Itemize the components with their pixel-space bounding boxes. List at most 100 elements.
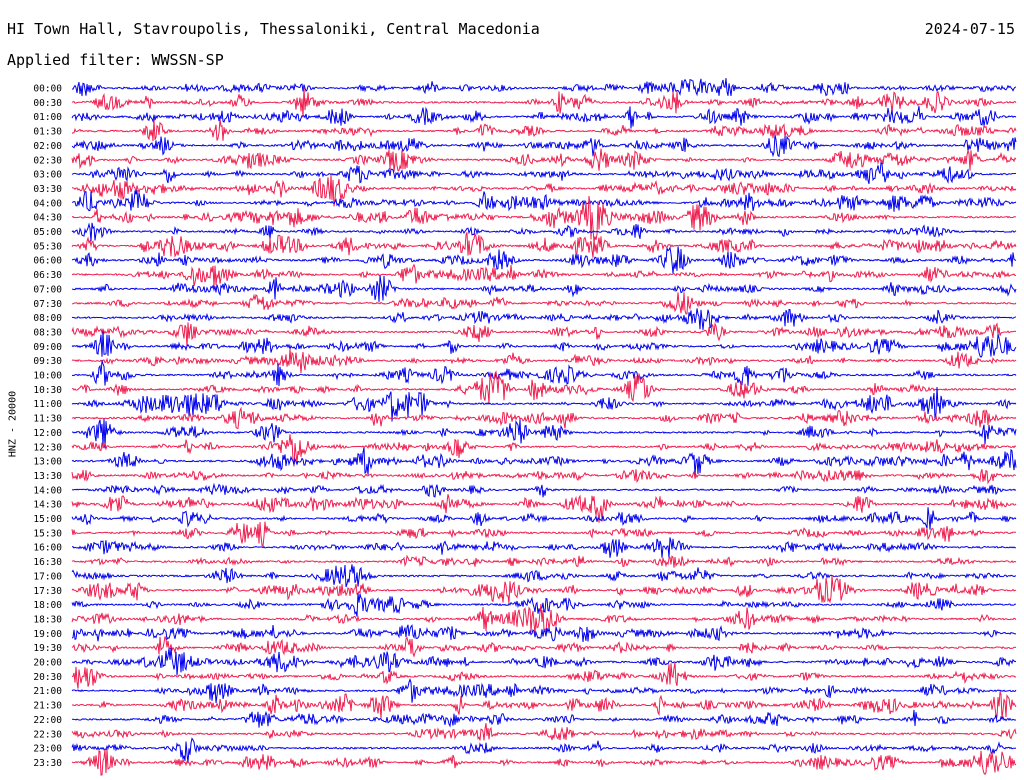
- time-label: 06:00: [33, 256, 62, 267]
- time-label: 09:30: [33, 356, 62, 367]
- time-label: 10:00: [33, 371, 62, 382]
- trace-line: [71, 308, 1017, 330]
- time-label: 13:00: [33, 457, 62, 468]
- trace-line: [71, 190, 1017, 212]
- time-label: 19:00: [33, 629, 62, 640]
- trace-line: [71, 418, 1017, 449]
- filter-label: Applied filter: WWSSN-SP: [7, 51, 224, 69]
- time-label: 04:00: [33, 198, 62, 209]
- time-label: 06:30: [33, 270, 62, 281]
- trace-line: [71, 406, 1017, 430]
- time-label: 13:30: [33, 471, 62, 482]
- time-label: 20:00: [33, 658, 62, 669]
- trace-line: [71, 469, 1017, 485]
- time-label: 22:30: [33, 729, 62, 740]
- trace-line: [71, 564, 1017, 588]
- time-label: 01:30: [33, 127, 62, 138]
- trace-line: [71, 148, 1017, 172]
- trace-line: [71, 222, 1017, 242]
- trace-line: [71, 575, 1017, 604]
- time-label: 16:00: [33, 543, 62, 554]
- trace-line: [71, 348, 1017, 374]
- trace-line: [71, 592, 1017, 617]
- time-label: 05:00: [33, 227, 62, 238]
- time-label: 21:00: [33, 686, 62, 697]
- time-label: 17:00: [33, 571, 62, 582]
- time-label: 21:30: [33, 701, 62, 712]
- trace-line: [71, 134, 1017, 158]
- trace-line: [71, 521, 1017, 548]
- trace-line: [71, 322, 1017, 348]
- trace-line: [71, 174, 1017, 207]
- station-title: HI Town Hall, Stavroupolis, Thessaloniki…: [7, 20, 540, 38]
- time-label: 18:00: [33, 600, 62, 611]
- time-label: 03:00: [33, 170, 62, 181]
- trace-line: [71, 360, 1017, 387]
- time-label: 23:00: [33, 744, 62, 755]
- trace-line: [71, 507, 1017, 530]
- trace-line: [71, 723, 1017, 741]
- time-label: 19:30: [33, 643, 62, 654]
- trace-line: [71, 195, 1017, 242]
- trace-line: [71, 709, 1017, 728]
- time-label: 10:30: [33, 385, 62, 396]
- time-label: 12:00: [33, 428, 62, 439]
- time-label: 07:00: [33, 284, 62, 295]
- time-label: 07:30: [33, 299, 62, 310]
- time-label: 15:30: [33, 528, 62, 539]
- trace-line: [71, 87, 1017, 118]
- trace-line: [71, 662, 1017, 689]
- time-label: 01:00: [33, 112, 62, 123]
- time-labels: 00:00 00:30 01:00 01:30 02:00 02:30 03:00 03:30…: [33, 84, 62, 769]
- trace-line: [71, 246, 1017, 274]
- time-label: 15:00: [33, 514, 62, 525]
- trace-line: [71, 748, 1017, 776]
- time-label: 11:30: [33, 414, 62, 425]
- trace-line: [71, 494, 1017, 523]
- seismic-traces: [71, 78, 1017, 776]
- trace-line: [71, 647, 1017, 676]
- trace-line: [71, 636, 1017, 658]
- trace-line: [71, 737, 1017, 763]
- time-label: 00:00: [33, 84, 62, 95]
- trace-line: [71, 624, 1017, 643]
- trace-line: [71, 482, 1017, 498]
- trace-line: [71, 434, 1017, 467]
- time-label: 17:30: [33, 586, 62, 597]
- trace-line: [71, 78, 1017, 97]
- time-label: 08:30: [33, 327, 62, 338]
- time-label: 04:30: [33, 213, 62, 224]
- time-label: 23:30: [33, 758, 62, 769]
- time-label: 11:00: [33, 399, 62, 410]
- trace-line: [71, 119, 1017, 142]
- time-label: 12:30: [33, 442, 62, 453]
- time-label: 00:30: [33, 98, 62, 109]
- trace-line: [71, 106, 1017, 129]
- time-label: 14:00: [33, 485, 62, 496]
- trace-line: [71, 263, 1017, 287]
- time-label: 02:00: [33, 141, 62, 152]
- trace-line: [71, 554, 1017, 568]
- time-label: 05:30: [33, 241, 62, 252]
- time-label: 09:00: [33, 342, 62, 353]
- time-label: 14:30: [33, 500, 62, 511]
- time-label: 08:00: [33, 313, 62, 324]
- time-label: 22:00: [33, 715, 62, 726]
- trace-line: [71, 447, 1017, 476]
- time-label: 18:30: [33, 614, 62, 625]
- trace-line: [71, 275, 1017, 302]
- trace-line: [71, 232, 1017, 258]
- trace-line: [71, 691, 1017, 719]
- record-date: 2024-07-15: [924, 20, 1015, 38]
- time-label: 03:30: [33, 184, 62, 195]
- trace-line: [71, 386, 1017, 422]
- time-label: 20:30: [33, 672, 62, 683]
- trace-line: [71, 161, 1017, 185]
- trace-line: [71, 537, 1017, 558]
- trace-line: [71, 292, 1017, 315]
- trace-line: [71, 370, 1017, 404]
- trace-line: [71, 331, 1017, 358]
- time-label: 16:30: [33, 557, 62, 568]
- trace-line: [71, 677, 1017, 703]
